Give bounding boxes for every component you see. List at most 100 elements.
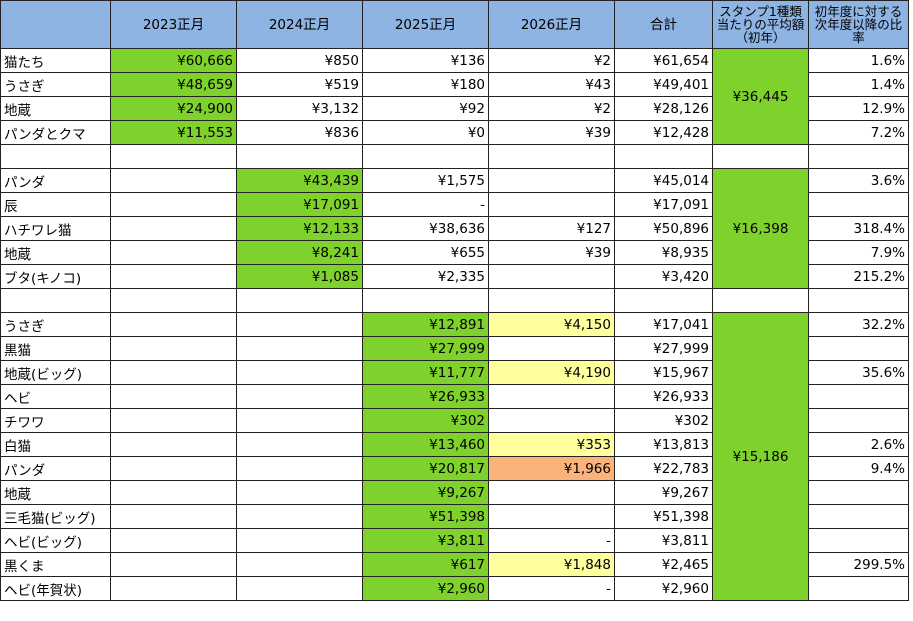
- value-cell: ¥17,091: [236, 192, 363, 217]
- data-row: 地蔵 ¥24,900 ¥3,132 ¥92 ¥2 ¥28,126 12.9%: [0, 96, 909, 121]
- data-row: うさぎ ¥48,659 ¥519 ¥180 ¥43 ¥49,401 1.4%: [0, 72, 909, 97]
- row-label: 黒くま: [0, 552, 111, 577]
- value-cell: ¥22,783: [614, 456, 713, 481]
- row-label: ハチワレ猫: [0, 216, 111, 241]
- empty-cell: [110, 336, 237, 361]
- value-cell: ¥43,439: [236, 168, 363, 193]
- empty-cell: [110, 552, 237, 577]
- row-label: ヘビ: [0, 384, 111, 409]
- empty-cell: [488, 288, 615, 313]
- empty-cell: [488, 408, 615, 433]
- data-row: ブタ(キノコ) ¥1,085 ¥2,335 ¥3,420 215.2%: [0, 264, 909, 289]
- empty-cell: [0, 144, 111, 169]
- header-cell: 2024正月: [236, 0, 363, 49]
- value-cell: ¥24,900: [110, 96, 237, 121]
- value-cell: ¥15,967: [614, 360, 713, 385]
- ratio-cell: 1.6%: [808, 48, 909, 73]
- empty-cell: [236, 312, 363, 337]
- row-label: うさぎ: [0, 72, 111, 97]
- value-cell: ¥2: [488, 48, 615, 73]
- empty-cell: [110, 168, 237, 193]
- empty-cell: [712, 288, 809, 313]
- value-cell: ¥1,966: [488, 456, 615, 481]
- value-cell: ¥1,575: [362, 168, 489, 193]
- value-cell: ¥3,132: [236, 96, 363, 121]
- empty-cell: [110, 384, 237, 409]
- ratio-cell: 2.6%: [808, 432, 909, 457]
- value-cell: ¥20,817: [362, 456, 489, 481]
- value-cell: ¥27,999: [362, 336, 489, 361]
- value-cell: ¥50,896: [614, 216, 713, 241]
- data-row: チワワ ¥302 ¥302: [0, 408, 909, 433]
- empty-cell: [110, 456, 237, 481]
- value-cell: ¥353: [488, 432, 615, 457]
- data-row: 辰 ¥17,091- ¥17,091: [0, 192, 909, 217]
- value-cell: ¥9,267: [362, 480, 489, 505]
- data-row: 地蔵(ビッグ) ¥11,777 ¥4,190 ¥15,967 35.6%: [0, 360, 909, 385]
- blank-row: [0, 144, 909, 169]
- empty-cell: [712, 144, 809, 169]
- value-cell: ¥12,891: [362, 312, 489, 337]
- empty-cell: [110, 504, 237, 529]
- empty-cell: [110, 528, 237, 553]
- empty-cell: [110, 216, 237, 241]
- value-cell: ¥11,553: [110, 120, 237, 145]
- value-cell: ¥836: [236, 120, 363, 145]
- value-cell: ¥2,465: [614, 552, 713, 577]
- empty-cell: [236, 408, 363, 433]
- value-cell: ¥136: [362, 48, 489, 73]
- empty-cell: [362, 288, 489, 313]
- empty-cell: [110, 144, 237, 169]
- empty-cell: [110, 312, 237, 337]
- data-row: パンダ ¥20,817 ¥1,966 ¥22,783 9.4%: [0, 456, 909, 481]
- average-cell: ¥16,398: [712, 168, 809, 289]
- empty-cell: [614, 288, 713, 313]
- empty-cell: [236, 456, 363, 481]
- header-cell: スタンプ1種類当たりの平均額（初年）: [712, 0, 809, 49]
- empty-cell: [488, 264, 615, 289]
- value-cell: ¥519: [236, 72, 363, 97]
- empty-cell: [236, 480, 363, 505]
- empty-cell: [236, 552, 363, 577]
- data-row: ヘビ(年賀状) ¥2,960- ¥2,960: [0, 576, 909, 601]
- row-label: 黒猫: [0, 336, 111, 361]
- value-cell: ¥51,398: [362, 504, 489, 529]
- data-row: 白猫 ¥13,460 ¥353 ¥13,813 2.6%: [0, 432, 909, 457]
- value-cell: ¥28,126: [614, 96, 713, 121]
- empty-cell: [808, 408, 909, 433]
- header-cell: 2026正月: [488, 0, 615, 49]
- value-cell: ¥0: [362, 120, 489, 145]
- empty-cell: [110, 576, 237, 601]
- value-cell: ¥17,041: [614, 312, 713, 337]
- data-row: パンダとクマ ¥11,553 ¥836 ¥0 ¥39 ¥12,428 7.2%: [0, 120, 909, 145]
- data-row: 地蔵 ¥8,241 ¥655 ¥39 ¥8,935 7.9%: [0, 240, 909, 265]
- empty-cell: [488, 144, 615, 169]
- value-cell: ¥2,960: [362, 576, 489, 601]
- ratio-cell: 318.4%: [808, 216, 909, 241]
- row-label: パンダ: [0, 456, 111, 481]
- empty-cell: [110, 408, 237, 433]
- row-label: 地蔵(ビッグ): [0, 360, 111, 385]
- row-label: ヘビ(年賀状): [0, 576, 111, 601]
- value-cell: ¥45,014: [614, 168, 713, 193]
- empty-cell: [110, 192, 237, 217]
- empty-cell: [808, 384, 909, 409]
- ratio-cell: 9.4%: [808, 456, 909, 481]
- empty-cell: [236, 504, 363, 529]
- value-cell: ¥13,813: [614, 432, 713, 457]
- value-cell: ¥17,091: [614, 192, 713, 217]
- header-cell: 初年度に対する次年度以降の比率: [808, 0, 909, 49]
- ratio-cell: 35.6%: [808, 360, 909, 385]
- empty-cell: [488, 168, 615, 193]
- value-cell: -: [488, 576, 615, 601]
- data-row: パンダ ¥43,439 ¥1,575 ¥45,014 ¥16,398 3.6%: [0, 168, 909, 289]
- value-cell: ¥2: [488, 96, 615, 121]
- empty-cell: [236, 144, 363, 169]
- value-cell: ¥48,659: [110, 72, 237, 97]
- row-label: ヘビ(ビッグ): [0, 528, 111, 553]
- empty-cell: [808, 576, 909, 601]
- blank-row: [0, 288, 909, 313]
- value-cell: ¥3,811: [362, 528, 489, 553]
- data-row: 猫たち ¥60,666 ¥850 ¥136 ¥2 ¥61,654 ¥36,445 1.6%: [0, 48, 909, 145]
- empty-cell: [110, 264, 237, 289]
